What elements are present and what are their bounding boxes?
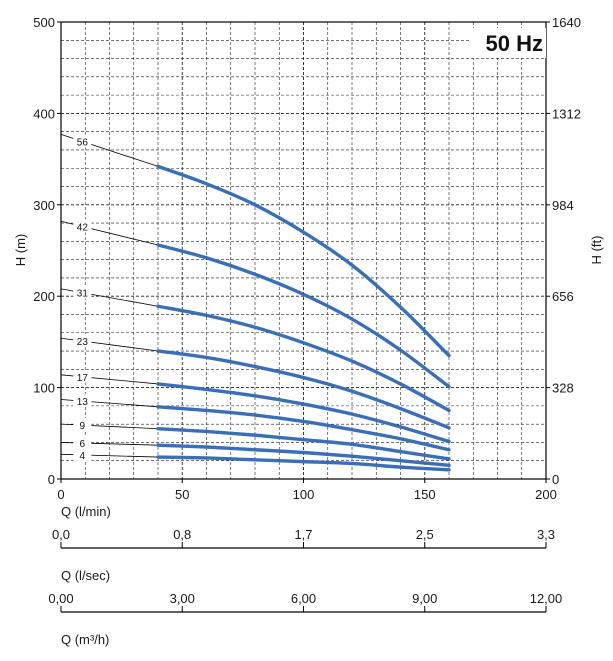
performance-curves — [156, 164, 451, 472]
tick-label-lsec: 1,7 — [294, 527, 312, 542]
curve-stage-23 — [156, 349, 451, 430]
stage-label-56: 56 — [77, 137, 89, 148]
stage-label-bg — [73, 369, 92, 383]
stage-label-bg — [73, 418, 92, 432]
x-tick-label: 100 — [293, 487, 315, 502]
x-axis-label-m3h: Q (m³/h) — [61, 632, 109, 647]
x-axis-label-lsec: Q (l/sec) — [61, 568, 110, 583]
x-tick-label: 150 — [414, 487, 436, 502]
left-tick-label: 200 — [33, 289, 55, 304]
tick-label-m3h: 12,00 — [530, 591, 563, 606]
tick-label-lsec: 0,0 — [52, 527, 70, 542]
x-axis-label-lmin: Q (l/min) — [61, 504, 111, 519]
secondary-x-axes: 0,0 0,8 1,7 2,5 3,3 0,00 3,00 6,00 9,00 12,00 — [48, 527, 563, 613]
tick-label-lsec: 2,5 — [416, 527, 434, 542]
left-axis-ticks: 0 100 200 300 400 500 — [33, 15, 61, 487]
curve-stage-56 — [156, 164, 451, 358]
curve-stage-4 — [156, 455, 451, 472]
stage-label-bg — [73, 394, 92, 408]
tick-label-lsec: 3,3 — [537, 527, 555, 542]
y-left-axis-label: H (m) — [13, 234, 28, 267]
right-tick-label: 656 — [552, 289, 574, 304]
tick-label-m3h: 3,00 — [170, 591, 195, 606]
grid — [61, 22, 546, 479]
left-tick-label: 300 — [33, 198, 55, 213]
frequency-badge-bg — [470, 28, 546, 58]
x-axis-ticks: 0 50 100 150 200 — [57, 479, 557, 502]
stage-label-bg — [73, 447, 92, 461]
left-tick-label: 500 — [33, 15, 55, 30]
stage-label-bg — [73, 219, 92, 233]
x-tick-label: 0 — [57, 487, 64, 502]
y-right-axis-label: H (ft) — [589, 236, 604, 265]
x-tick-label: 50 — [175, 487, 189, 502]
curve-stage-9 — [156, 427, 451, 461]
tick-label-lsec: 0,8 — [173, 527, 191, 542]
right-tick-label: 0 — [552, 472, 559, 487]
stage-label-bg — [73, 134, 92, 148]
stage-label-9: 9 — [80, 421, 86, 432]
right-tick-label: 328 — [552, 381, 574, 396]
right-tick-label: 984 — [552, 198, 574, 213]
plot-frame — [60, 21, 547, 480]
tick-label-m3h: 6,00 — [291, 591, 316, 606]
stage-label-42: 42 — [77, 222, 89, 233]
right-axis-ticks: 0 328 656 984 1312 1640 — [546, 15, 581, 487]
left-tick-label: 100 — [33, 381, 55, 396]
stage-label-bg — [73, 436, 92, 450]
left-tick-label: 0 — [48, 472, 55, 487]
right-tick-label: 1312 — [552, 106, 581, 121]
tick-label-m3h: 9,00 — [412, 591, 437, 606]
stage-label-4: 4 — [80, 451, 86, 462]
stage-label-31: 31 — [77, 289, 89, 300]
stage-label-bg — [73, 285, 92, 299]
stage-label-6: 6 — [80, 439, 86, 450]
stage-label-17: 17 — [77, 373, 89, 384]
tick-label-m3h: 0,00 — [48, 591, 73, 606]
right-tick-label: 1640 — [552, 15, 581, 30]
stage-labels: 56 42 31 23 17 13 9 64 — [73, 134, 92, 462]
curve-stage-31 — [156, 304, 451, 413]
curve-stage-17 — [156, 382, 451, 444]
stage-label-13: 13 — [77, 397, 89, 408]
frequency-badge: 50 Hz — [486, 31, 543, 56]
curve-stage-42 — [156, 243, 451, 389]
stage-label-bg — [73, 334, 92, 348]
x-tick-label: 200 — [535, 487, 557, 502]
curve-stage-13 — [156, 405, 451, 452]
left-tick-label: 400 — [33, 106, 55, 121]
curve-stage-6 — [156, 443, 451, 467]
stage-label-23: 23 — [77, 337, 89, 348]
